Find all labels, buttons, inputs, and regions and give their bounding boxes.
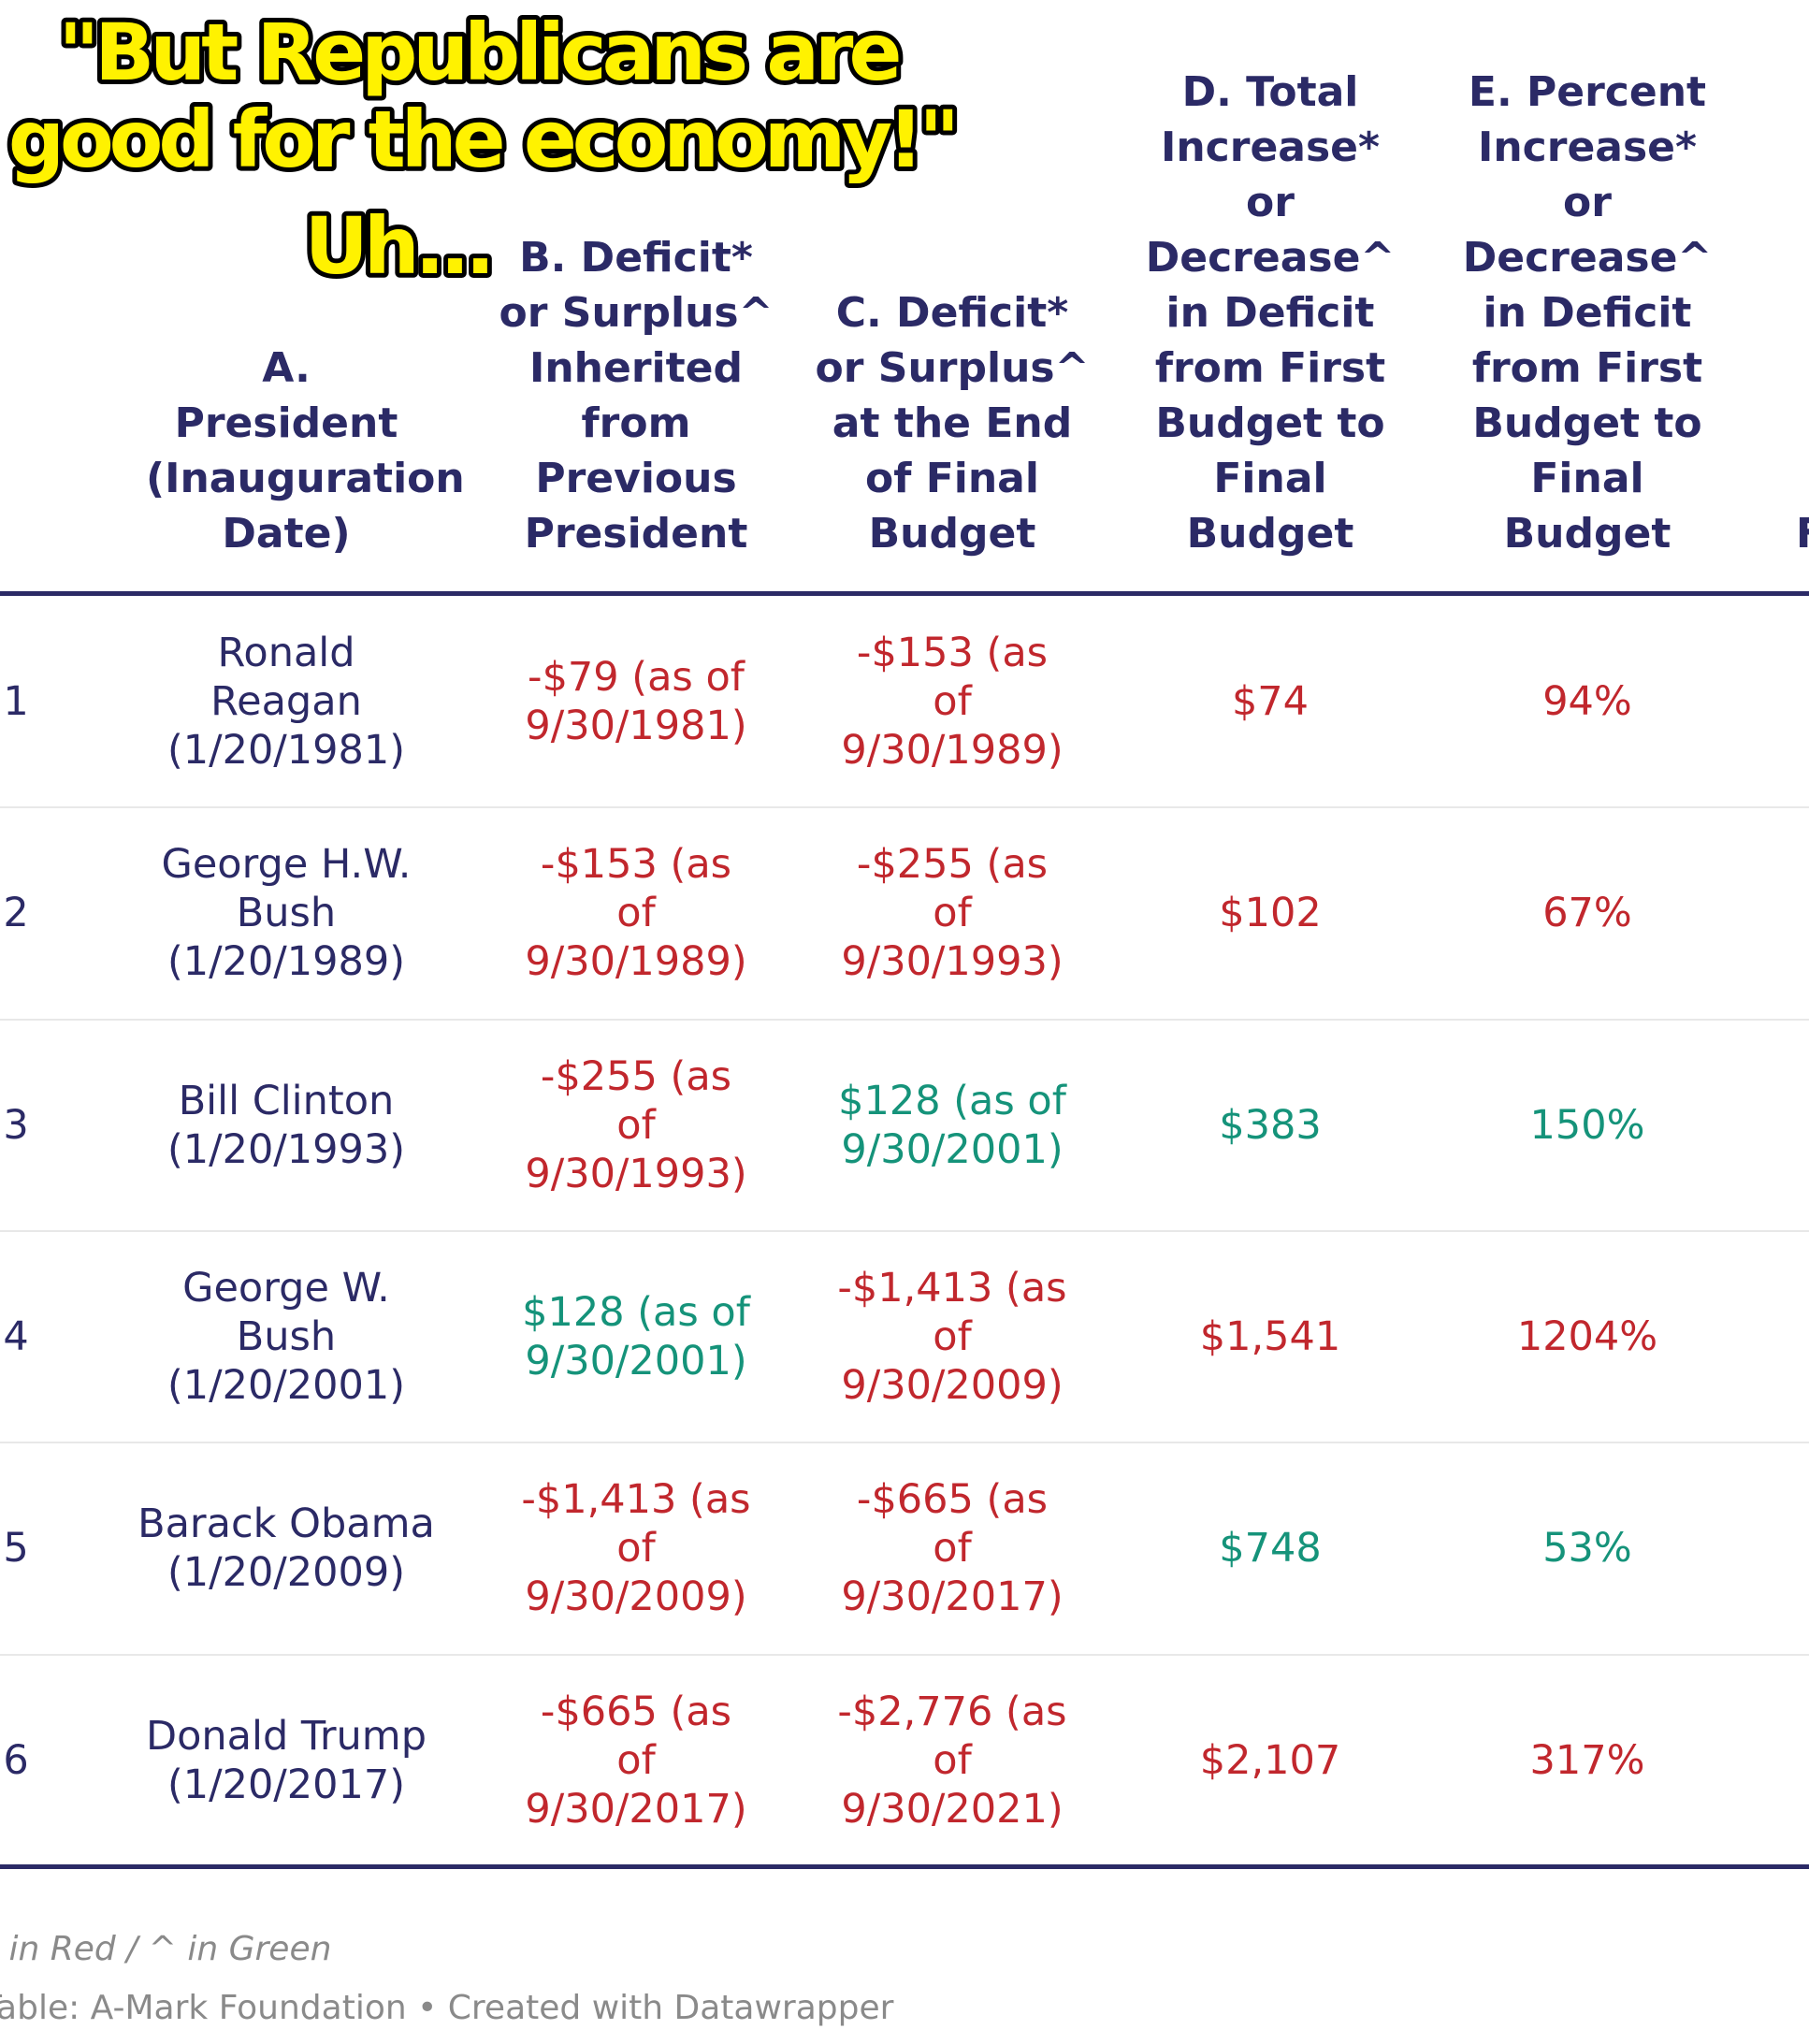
value-cell: $2,107 — [1199, 1736, 1341, 1784]
president-cell: George H.W. Bush (1/20/1989) — [161, 841, 412, 986]
value-cell: $102 — [1219, 890, 1322, 937]
president-cell: Barack Obama (1/20/2009) — [137, 1500, 435, 1597]
column-header: A. President (Inauguration Date) — [146, 344, 465, 558]
row-number: 1 — [3, 678, 29, 726]
footer-source: Table: A-Mark Foundation • Created with … — [0, 1989, 894, 2027]
value-cell: $383 — [1219, 1101, 1322, 1149]
bottom-rule — [0, 1864, 1809, 1869]
row-divider — [0, 1229, 1809, 1232]
row-divider — [0, 1018, 1809, 1021]
value-cell: -$255 (as of 9/30/1993) — [525, 1052, 747, 1197]
value-cell: 317% — [1529, 1736, 1645, 1784]
value-cell: -$1,413 (as of 9/30/2009) — [521, 1476, 751, 1621]
value-cell: -$1,413 (as of 9/30/2009) — [837, 1265, 1067, 1410]
row-divider — [0, 806, 1809, 809]
row-divider — [0, 1442, 1809, 1444]
value-cell: -$2,776 (as of 9/30/2021) — [837, 1688, 1067, 1833]
value-cell: 150% — [1529, 1101, 1645, 1149]
row-number: 5 — [3, 1525, 29, 1573]
value-cell: $128 (as of 9/30/2001) — [522, 1289, 750, 1385]
value-cell: -$153 (as of 9/30/1989) — [525, 841, 747, 986]
column-header: C. Deficit* or Surplus^ at the End of Fi… — [815, 289, 1090, 558]
value-cell: 53% — [1542, 1525, 1632, 1573]
row-number: 4 — [3, 1313, 29, 1361]
value-cell: -$79 (as of 9/30/1981) — [525, 654, 747, 750]
meme-overlay: "But Republicans are good for the econom… — [4, 2, 964, 297]
column-header: F — [1796, 506, 1809, 561]
value-cell: -$665 (as of 9/30/2017) — [841, 1476, 1064, 1621]
president-cell: Bill Clinton (1/20/1993) — [166, 1077, 406, 1173]
president-cell: George W. Bush (1/20/2001) — [166, 1265, 406, 1410]
overlay-line: "But Republicans are — [59, 7, 899, 98]
value-cell: 1204% — [1516, 1313, 1658, 1361]
row-number: 3 — [3, 1101, 29, 1149]
value-cell: -$255 (as of 9/30/1993) — [841, 841, 1064, 986]
value-cell: $74 — [1231, 678, 1310, 726]
value-cell: $128 (as of 9/30/2001) — [838, 1077, 1066, 1173]
president-cell: Ronald Reagan (1/20/1981) — [166, 630, 406, 775]
overlay-line: good for the economy!" — [8, 94, 955, 185]
overlay-line: Uh... — [305, 200, 491, 292]
president-cell: Donald Trump (1/20/2017) — [146, 1712, 427, 1808]
row-divider — [0, 1653, 1809, 1656]
value-cell: -$665 (as of 9/30/2017) — [525, 1688, 747, 1833]
value-cell: -$153 (as of 9/30/1989) — [841, 630, 1064, 775]
header-rule — [0, 591, 1809, 596]
column-header: B. Deficit* or Surplus^ Inherited from P… — [499, 234, 774, 558]
row-number: 2 — [3, 890, 29, 937]
value-cell: 67% — [1542, 890, 1632, 937]
row-number: 6 — [3, 1736, 29, 1784]
value-cell: 94% — [1542, 678, 1632, 726]
value-cell: $1,541 — [1199, 1313, 1341, 1361]
footer-note: * in Red / ^ in Green — [0, 1930, 332, 1968]
column-header: E. Percent Increase* or Decrease^ in Def… — [1462, 68, 1713, 558]
value-cell: $748 — [1219, 1525, 1322, 1573]
column-header: D. Total Increase* or Decrease^ in Defic… — [1145, 68, 1396, 558]
